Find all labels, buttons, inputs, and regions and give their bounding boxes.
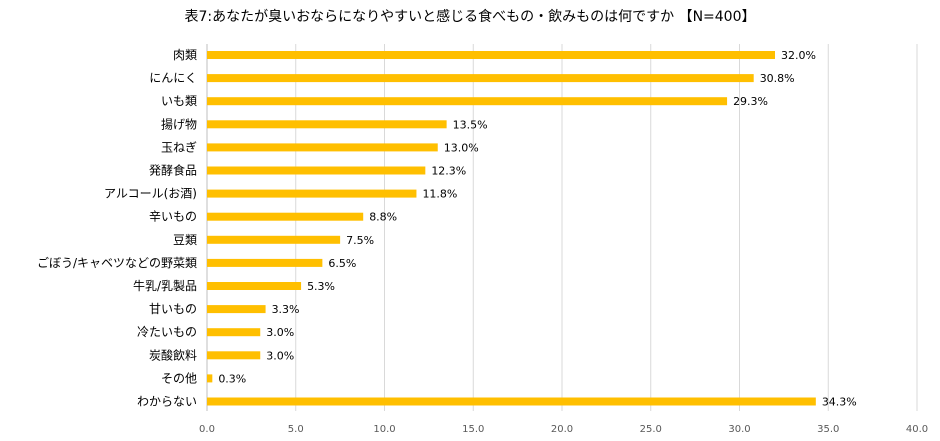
x-tick-label: 20.0 bbox=[551, 424, 573, 435]
data-label: 3.3% bbox=[272, 303, 300, 316]
category-label: 辛いもの bbox=[149, 210, 197, 224]
data-label: 3.0% bbox=[266, 326, 294, 339]
category-label: 甘いもの bbox=[149, 302, 197, 316]
x-tick-label: 30.0 bbox=[728, 424, 750, 435]
x-tick-label: 0.0 bbox=[199, 424, 215, 435]
data-label: 11.8% bbox=[422, 188, 457, 201]
bar bbox=[207, 166, 426, 175]
bar bbox=[207, 235, 341, 244]
grid-layer bbox=[206, 44, 918, 411]
data-label: 6.5% bbox=[328, 257, 356, 270]
category-label: 牛乳/乳製品 bbox=[133, 278, 197, 293]
bar bbox=[207, 74, 754, 83]
x-tick-label: 25.0 bbox=[640, 424, 662, 435]
bar bbox=[207, 351, 261, 360]
bar-layer bbox=[207, 51, 816, 406]
x-tick-label: 10.0 bbox=[373, 424, 395, 435]
bar bbox=[207, 189, 417, 198]
x-tick-label: 40.0 bbox=[906, 424, 928, 435]
bar bbox=[207, 397, 816, 406]
bar bbox=[207, 282, 302, 290]
category-label: 冷たいもの bbox=[137, 325, 197, 339]
category-label: 肉類 bbox=[173, 48, 197, 62]
category-label: 発酵食品 bbox=[149, 163, 197, 178]
category-label: ごぼう/キャベツなどの野菜類 bbox=[37, 255, 197, 270]
label-layer: 肉類 32.0% にんにく 30.8% いも類 29.3% 揚げ物 13.5% 玉ねぎ 13.0%… bbox=[37, 48, 857, 409]
data-label: 13.0% bbox=[444, 141, 479, 154]
bar bbox=[207, 328, 261, 337]
category-label: わからない bbox=[137, 395, 197, 409]
bar bbox=[207, 305, 266, 314]
category-label: 豆類 bbox=[173, 233, 197, 247]
data-label: 30.8% bbox=[760, 72, 795, 85]
data-label: 34.3% bbox=[822, 396, 857, 409]
data-label: 0.3% bbox=[218, 372, 246, 385]
data-label: 13.5% bbox=[453, 118, 488, 131]
bar bbox=[207, 374, 213, 383]
category-label: いも類 bbox=[161, 94, 197, 108]
x-tick-label: 15.0 bbox=[462, 424, 484, 435]
data-label: 32.0% bbox=[781, 49, 816, 62]
category-label: 炭酸飲料 bbox=[149, 347, 197, 362]
bar bbox=[207, 212, 364, 221]
category-label: 玉ねぎ bbox=[161, 140, 197, 154]
category-label: その他 bbox=[161, 371, 197, 385]
data-label: 7.5% bbox=[346, 234, 374, 247]
data-label: 12.3% bbox=[431, 165, 466, 178]
x-tick-label: 35.0 bbox=[817, 424, 839, 435]
data-label: 8.8% bbox=[369, 211, 397, 224]
category-label: アルコール(お酒) bbox=[104, 187, 197, 201]
tick-layer: 0.0 5.0 10.0 15.0 20.0 25.0 30.0 35.0 40.0 bbox=[199, 424, 928, 435]
category-label: 揚げ物 bbox=[161, 117, 197, 131]
bar bbox=[207, 97, 728, 106]
data-label: 29.3% bbox=[733, 95, 768, 108]
x-tick-label: 5.0 bbox=[288, 424, 304, 435]
bar bbox=[207, 120, 447, 129]
bar bbox=[207, 51, 775, 59]
chart-title: 表7:あなたが臭いおならになりやすいと感じる食べもの・飲みものは何ですか 【N=… bbox=[184, 9, 756, 25]
category-label: にんにく bbox=[149, 71, 197, 85]
data-label: 5.3% bbox=[307, 280, 335, 293]
bar bbox=[207, 143, 438, 152]
bar bbox=[207, 258, 323, 267]
data-label: 3.0% bbox=[266, 349, 294, 362]
